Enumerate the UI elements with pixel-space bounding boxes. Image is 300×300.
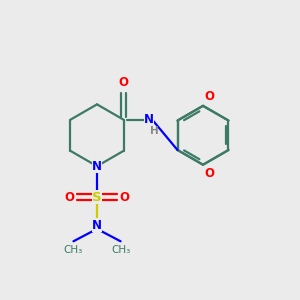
Text: CH₃: CH₃ bbox=[111, 245, 130, 255]
Text: N: N bbox=[92, 160, 102, 173]
Text: O: O bbox=[205, 167, 214, 180]
Text: O: O bbox=[205, 91, 214, 103]
Text: O: O bbox=[64, 190, 74, 204]
Text: O: O bbox=[120, 190, 130, 204]
Text: N: N bbox=[144, 113, 154, 126]
Text: N: N bbox=[92, 219, 102, 232]
Text: S: S bbox=[92, 190, 102, 204]
Text: H: H bbox=[150, 126, 158, 136]
Text: O: O bbox=[119, 76, 129, 89]
Text: CH₃: CH₃ bbox=[64, 245, 83, 255]
